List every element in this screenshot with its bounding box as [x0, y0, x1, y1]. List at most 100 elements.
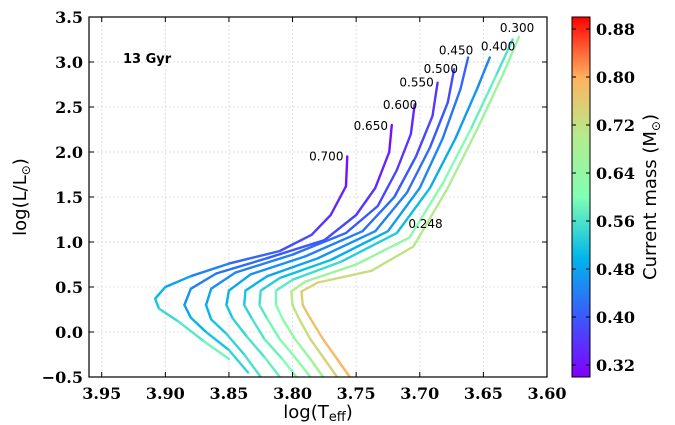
track-segment [225, 303, 234, 320]
track-segment [244, 275, 269, 292]
track-segment [446, 67, 456, 104]
track-segment [281, 317, 297, 341]
track-segment [153, 285, 167, 300]
isochrone-track [204, 103, 416, 377]
curve-label: 0.500 [424, 62, 458, 76]
y-tick-label: 1.0 [55, 233, 83, 252]
track-segment [234, 253, 294, 274]
track-segment [153, 297, 161, 310]
track-segment [344, 204, 379, 235]
track-segment [249, 255, 307, 276]
track-segment [329, 229, 390, 262]
track-segment [278, 258, 332, 280]
curve-label: 0.400 [481, 40, 515, 54]
x-tick-label: 3.65 [464, 384, 503, 403]
track-segment [265, 317, 282, 341]
track-segment [263, 338, 284, 361]
track-segment [189, 316, 208, 334]
track-segment [189, 272, 218, 290]
curve-label: 0.650 [354, 119, 388, 133]
colorbar-tick-label: 0.80 [596, 68, 635, 87]
track-segment [310, 213, 332, 237]
track-segment [225, 332, 246, 356]
track-segment [291, 303, 301, 320]
track-segment [291, 231, 348, 256]
curve-label: 0.700 [309, 150, 343, 164]
track-segment [263, 356, 282, 377]
colorbar-tick-label: 0.64 [596, 164, 635, 183]
track-segment [258, 303, 269, 320]
track-segment [209, 318, 228, 335]
track-segment [475, 74, 504, 131]
track-segment [265, 238, 326, 260]
track-segment [231, 317, 248, 338]
track-segment [202, 339, 231, 361]
track-segment [354, 236, 411, 266]
x-axis-ticks: 3.95 3.90 3.85 3.80 3.75 3.70 3.65 3.60 [82, 17, 566, 403]
y-tick-label: 1.5 [55, 188, 83, 207]
track-segment [293, 338, 312, 361]
grid-lines [89, 16, 548, 378]
track-segment [297, 317, 312, 341]
colorbar [571, 16, 591, 378]
track-segment [316, 229, 377, 260]
track-segment [335, 357, 352, 377]
colorbar-ticks: 0.32 0.40 0.48 0.56 0.64 0.72 0.80 0.88 [572, 20, 635, 375]
track-segment [405, 146, 432, 194]
track-segment [323, 357, 339, 377]
track-segment [469, 74, 498, 131]
isochrone-track [274, 56, 491, 377]
track-segment [409, 103, 416, 136]
track-segment [395, 132, 413, 172]
x-axis-label: log(Teff) [283, 402, 352, 425]
track-segment [329, 184, 348, 217]
track-segment [323, 213, 358, 242]
y-tick-label: 0.0 [55, 323, 83, 342]
track-segment [412, 186, 449, 248]
y-axis-label: log(L/L⊙) [10, 158, 33, 236]
track-segment [265, 257, 320, 278]
track-segment [309, 317, 325, 341]
track-segment [274, 278, 294, 292]
isochrone-track [300, 35, 521, 377]
track-segment [374, 191, 409, 233]
track-segment [441, 128, 472, 185]
track-segment [386, 186, 421, 233]
track-segment [370, 245, 415, 272]
track-segment [215, 257, 269, 275]
track-segment [250, 317, 266, 341]
track-segment [274, 303, 284, 320]
track-segment [428, 137, 457, 190]
track-segment [301, 303, 312, 320]
track-segment [183, 303, 192, 319]
track-segment [316, 269, 373, 284]
track-segment [475, 56, 491, 91]
track-segment [183, 287, 192, 307]
curve-label: 0.248 [408, 217, 442, 231]
track-segment [408, 182, 444, 239]
track-segment [388, 123, 393, 154]
x-tick-label: 3.85 [209, 384, 248, 403]
isochrone-curves [153, 35, 521, 377]
track-segment [157, 307, 180, 323]
track-segment [304, 263, 358, 283]
track-segment [414, 114, 434, 158]
track-segment [290, 290, 294, 307]
track-segment [176, 320, 205, 343]
track-segment [300, 281, 320, 293]
track-segment [441, 87, 462, 140]
curve-label: 0.300 [500, 21, 534, 35]
isochrone-track [243, 67, 456, 377]
track-segment [300, 290, 304, 307]
track-segment [243, 303, 254, 320]
colorbar-tick-label: 0.88 [596, 20, 635, 39]
track-segment [309, 357, 325, 377]
y-tick-label: 2.5 [55, 98, 83, 117]
track-segment [418, 137, 444, 190]
track-segment [295, 357, 312, 377]
track-segment [225, 289, 231, 307]
curve-label: 0.550 [399, 76, 433, 90]
track-segment [501, 35, 521, 77]
y-tick-label: 0.5 [55, 278, 83, 297]
